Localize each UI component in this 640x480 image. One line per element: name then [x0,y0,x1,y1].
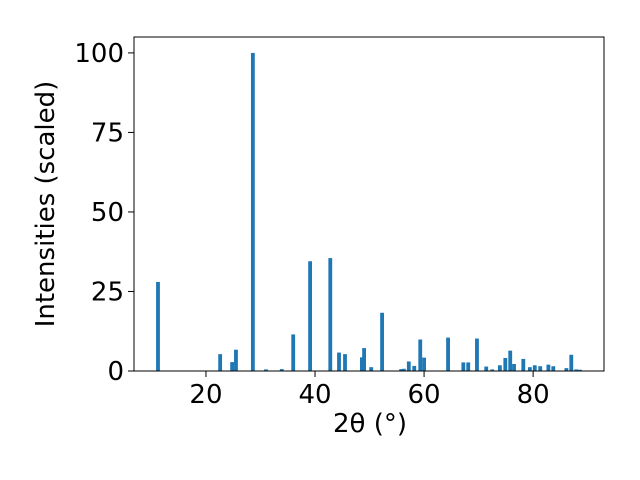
y-tick-label: 0 [107,357,124,387]
bar [250,52,255,372]
y-tick-label: 50 [91,198,124,228]
bar [538,366,543,371]
bar [234,349,238,371]
y-axis-label: Intensities (scaled) [31,81,61,328]
bar [218,354,223,371]
bar [497,365,502,371]
y-tick-label: 100 [74,39,124,69]
bar [564,368,569,371]
bar [399,369,404,371]
bar [369,367,374,371]
bar [264,369,268,371]
bar [362,348,367,371]
bar [418,339,423,371]
bar [343,354,347,371]
bar [569,354,574,371]
x-tick-label: 80 [517,380,550,410]
bar [446,337,450,371]
bar [503,357,508,371]
bar [532,365,537,371]
bar [230,362,235,371]
bar [466,362,471,371]
bar [401,368,406,371]
bar [380,312,384,371]
bar [337,352,341,371]
bar [406,361,411,371]
bar [578,369,582,371]
bar [574,369,579,371]
plot-frame [133,36,605,372]
bar [508,350,513,371]
bar [475,338,479,371]
bar [484,366,489,371]
x-tick-label: 20 [189,380,222,410]
x-tick-label: 60 [408,380,441,410]
bar [551,366,556,371]
bar [156,281,160,371]
bar [360,357,364,371]
bar [422,357,426,371]
bar [490,369,495,371]
bar [291,334,296,371]
y-tick-label: 75 [91,118,124,148]
x-axis-label: 2θ (°) [333,409,407,439]
bar [521,358,526,371]
x-tick-label: 40 [298,380,331,410]
bar [512,364,516,371]
bar [279,369,284,371]
bar [461,362,466,371]
bar [546,364,551,371]
bar [308,261,313,371]
bar [412,365,417,371]
bar [328,258,333,371]
y-tick-label: 25 [91,277,124,307]
bar [527,367,532,371]
